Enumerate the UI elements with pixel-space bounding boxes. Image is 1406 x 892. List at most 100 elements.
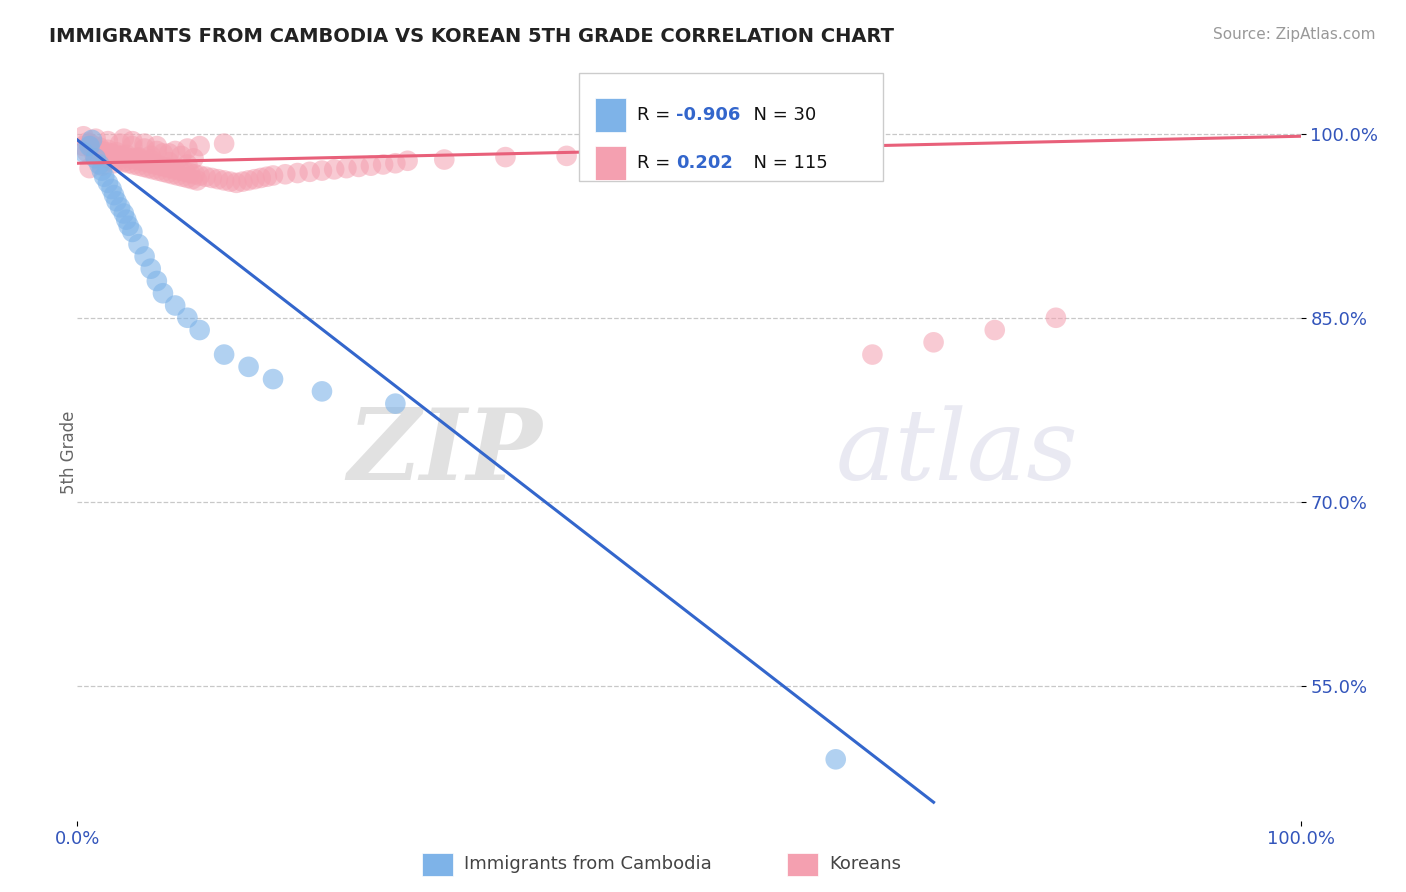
- Point: [89, 157, 111, 171]
- Point: [98, 152, 121, 166]
- Point: [495, 150, 517, 164]
- Point: [115, 150, 138, 164]
- Point: [76, 136, 98, 150]
- Point: [80, 137, 103, 152]
- Point: [103, 156, 125, 170]
- Point: [134, 250, 156, 264]
- Point: [262, 372, 284, 386]
- Text: Koreans: Koreans: [830, 855, 901, 873]
- Point: [176, 157, 198, 171]
- Point: [100, 146, 122, 161]
- Point: [105, 194, 128, 209]
- Point: [96, 145, 118, 160]
- Point: [105, 145, 128, 160]
- Point: [311, 384, 333, 399]
- Point: [335, 161, 357, 176]
- Point: [212, 136, 235, 151]
- Point: [800, 144, 823, 158]
- Point: [108, 136, 131, 151]
- Point: [79, 136, 101, 151]
- Point: [103, 153, 125, 167]
- Point: [165, 299, 187, 313]
- Point: [80, 142, 103, 156]
- Point: [287, 166, 309, 180]
- Point: [311, 163, 333, 178]
- Point: [201, 171, 224, 186]
- Point: [135, 155, 157, 169]
- Point: [184, 167, 207, 181]
- Point: [129, 153, 152, 168]
- Point: [555, 149, 578, 163]
- Point: [212, 348, 235, 362]
- Point: [152, 286, 174, 301]
- Text: -0.906: -0.906: [676, 106, 741, 124]
- Point: [159, 161, 181, 176]
- Point: [152, 165, 174, 179]
- Point: [176, 310, 198, 325]
- Point: [176, 171, 198, 186]
- Point: [97, 143, 120, 157]
- Point: [97, 176, 120, 190]
- Point: [298, 165, 321, 179]
- Point: [90, 163, 112, 178]
- Point: [384, 156, 406, 170]
- Point: [121, 139, 143, 153]
- Point: [862, 348, 884, 362]
- Point: [90, 159, 112, 173]
- Point: [145, 157, 167, 171]
- Point: [76, 145, 98, 160]
- Y-axis label: 5th Grade: 5th Grade: [60, 411, 77, 494]
- Point: [323, 162, 346, 177]
- Point: [80, 133, 103, 147]
- Point: [105, 147, 128, 161]
- Point: [93, 150, 115, 164]
- Point: [824, 752, 846, 766]
- Point: [166, 169, 188, 183]
- Point: [188, 323, 211, 337]
- Point: [72, 145, 94, 160]
- Point: [134, 142, 156, 156]
- Point: [188, 139, 211, 153]
- Point: [86, 143, 108, 157]
- Point: [157, 155, 180, 169]
- Point: [110, 149, 132, 163]
- Point: [922, 335, 945, 350]
- Point: [72, 129, 94, 144]
- Point: [984, 323, 1007, 337]
- Text: atlas: atlas: [835, 405, 1078, 500]
- Text: 0.202: 0.202: [676, 154, 733, 172]
- Point: [118, 219, 141, 233]
- Point: [125, 153, 148, 167]
- Point: [157, 146, 180, 161]
- Point: [225, 176, 247, 190]
- Point: [108, 201, 131, 215]
- Point: [72, 139, 94, 153]
- Point: [155, 160, 177, 174]
- Point: [90, 144, 112, 158]
- Point: [384, 397, 406, 411]
- Text: N = 30: N = 30: [742, 106, 817, 124]
- Point: [132, 160, 155, 174]
- Point: [1045, 310, 1067, 325]
- Point: [79, 139, 101, 153]
- Point: [112, 206, 135, 220]
- Point: [219, 175, 242, 189]
- Point: [186, 173, 208, 187]
- Point: [172, 169, 194, 184]
- Point: [347, 160, 370, 174]
- Point: [231, 175, 253, 189]
- Point: [360, 159, 382, 173]
- Point: [121, 134, 143, 148]
- Point: [181, 172, 204, 186]
- Point: [122, 157, 145, 171]
- Point: [79, 161, 101, 176]
- Point: [100, 182, 122, 196]
- Point: [127, 152, 149, 166]
- Text: R =: R =: [637, 154, 676, 172]
- Point: [146, 274, 169, 288]
- Point: [194, 169, 217, 184]
- Point: [112, 155, 135, 169]
- Point: [176, 142, 198, 156]
- Point: [139, 153, 162, 167]
- Point: [152, 146, 174, 161]
